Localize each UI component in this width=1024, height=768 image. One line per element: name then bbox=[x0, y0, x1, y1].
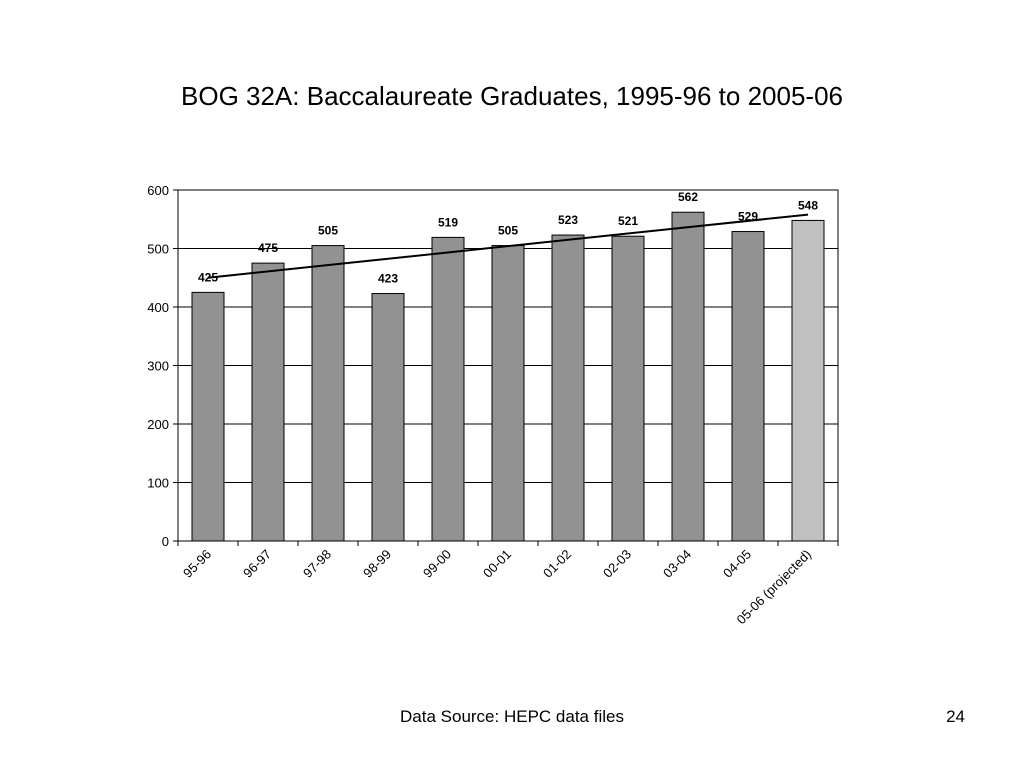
data-label: 505 bbox=[498, 224, 518, 238]
bar-98-99 bbox=[371, 293, 405, 542]
x-tick-label: 97-98 bbox=[300, 547, 334, 581]
bar-96-97 bbox=[251, 262, 285, 542]
plot-area-frame bbox=[177, 189, 839, 542]
data-label: 425 bbox=[198, 270, 218, 284]
x-tick-label: 02-03 bbox=[600, 547, 634, 581]
data-label: 519 bbox=[438, 215, 458, 229]
bar-05-06-projected- bbox=[791, 219, 825, 542]
x-tick-label: 03-04 bbox=[660, 547, 694, 581]
x-tick-label: 01-02 bbox=[540, 547, 574, 581]
x-tick-label: 99-00 bbox=[420, 547, 454, 581]
trendline-group bbox=[207, 213, 809, 279]
data-label: 548 bbox=[798, 198, 818, 212]
bar-99-00 bbox=[431, 236, 465, 542]
x-tick-label: 98-99 bbox=[360, 547, 394, 581]
y-tick-label: 600 bbox=[147, 183, 169, 198]
bars bbox=[191, 211, 825, 542]
data-label: 521 bbox=[618, 214, 638, 228]
bar-04-05 bbox=[731, 231, 765, 542]
bar-01-02 bbox=[551, 234, 585, 542]
x-tick-label: 00-01 bbox=[480, 547, 514, 581]
bar-95-96 bbox=[191, 291, 225, 542]
data-label: 423 bbox=[378, 272, 398, 286]
data-label: 529 bbox=[738, 210, 758, 224]
trendline bbox=[207, 213, 809, 279]
y-tick-label: 0 bbox=[162, 534, 169, 549]
y-tick-label: 300 bbox=[147, 359, 169, 374]
data-label: 523 bbox=[558, 213, 578, 227]
data-label: 475 bbox=[258, 241, 278, 255]
bar-00-01 bbox=[491, 245, 525, 542]
y-tick-label: 400 bbox=[147, 300, 169, 315]
x-tick-label: 96-97 bbox=[240, 547, 274, 581]
y-tick-label: 100 bbox=[147, 476, 169, 491]
data-label: 562 bbox=[678, 190, 698, 204]
data-label: 505 bbox=[318, 224, 338, 238]
bar-03-04 bbox=[671, 211, 705, 542]
bar-chart: 0 100 200 300 400 500 600 95-96 96-97 97-98 98-99 9… bbox=[147, 183, 839, 627]
x-tick-label: 95-96 bbox=[180, 547, 214, 581]
bar-97-98 bbox=[311, 245, 345, 542]
y-tick-label: 200 bbox=[147, 417, 169, 432]
data-labels: 425 475 505 423 519 505 523 521 562 529 548 bbox=[198, 190, 818, 285]
y-tick-label: 500 bbox=[147, 242, 169, 257]
slide-title: BOG 32A: Baccalaureate Graduates, 1995-9… bbox=[181, 81, 843, 111]
data-source-note: Data Source: HEPC data files bbox=[400, 707, 624, 726]
x-tick-label: 04-05 bbox=[720, 547, 754, 581]
bar-02-03 bbox=[611, 235, 645, 542]
page-number: 24 bbox=[946, 707, 965, 726]
